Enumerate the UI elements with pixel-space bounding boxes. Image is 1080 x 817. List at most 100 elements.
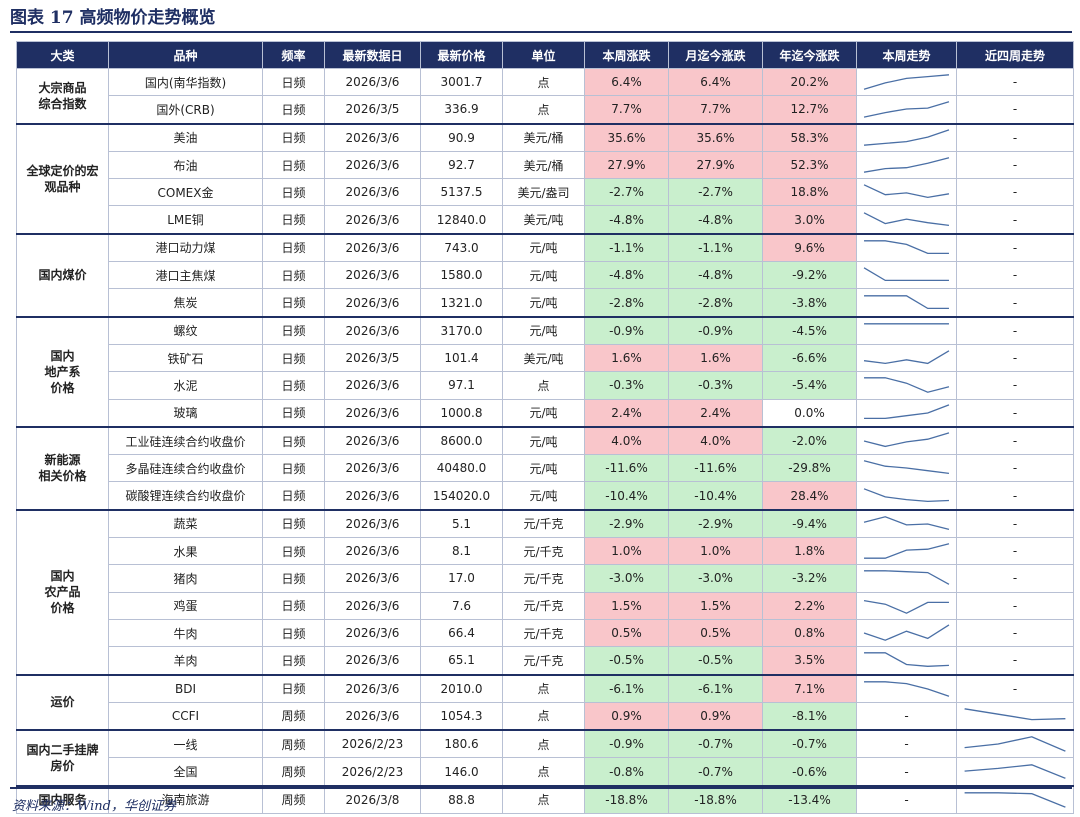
week-trend-cell [856, 481, 957, 511]
unit-cell: 点 [502, 673, 585, 703]
price-cell: 1580.0 [420, 261, 503, 290]
four-week-trend-cell: - [956, 371, 1074, 400]
sparkline-path [863, 624, 950, 641]
date-cell: 2026/3/6 [324, 315, 421, 345]
category-cell: 全球定价的宏 观品种 [16, 122, 109, 235]
frequency-cell: 日频 [262, 371, 325, 400]
week-change-cell: -0.9% [584, 315, 669, 345]
month-change-cell: -10.4% [668, 481, 763, 511]
frequency-cell: 日频 [262, 591, 325, 620]
price-cell: 1000.8 [420, 398, 503, 428]
price-cell: 743.0 [420, 232, 503, 263]
ytd-change-cell: 7.1% [762, 673, 857, 703]
four-week-trend-cell: - [956, 343, 1074, 373]
frequency-cell: 日频 [262, 150, 325, 180]
frequency-cell: 日频 [262, 95, 325, 125]
header-month-change: 月迄今涨跌 [668, 41, 763, 69]
week-trend-cell [856, 537, 957, 566]
week-trend-cell [856, 398, 957, 428]
ytd-change-cell: -0.6% [762, 757, 857, 787]
sparkline [863, 267, 949, 282]
table-row: 玻璃 日频 2026/3/6 1000.8 元/吨 2.4% 2.4% 0.0% - [17, 398, 1074, 428]
month-change-cell: -18.8% [668, 784, 763, 815]
four-week-trend-cell: - [956, 454, 1074, 483]
date-cell: 2026/3/6 [324, 122, 421, 152]
week-change-cell: 6.4% [584, 67, 669, 97]
ytd-change-cell: -3.8% [762, 288, 857, 318]
header-week-trend: 本周走势 [856, 41, 957, 69]
frequency-cell: 日频 [262, 67, 325, 97]
table-row: 布油 日频 2026/3/6 92.7 美元/桶 27.9% 27.9% 52.3% - [17, 150, 1074, 180]
ytd-change-cell: 52.3% [762, 150, 857, 180]
week-trend-cell: - [856, 784, 957, 815]
four-week-trend-cell: - [956, 232, 1074, 263]
ytd-change-cell: -3.2% [762, 564, 857, 593]
week-trend-cell [856, 288, 957, 318]
four-week-trend-cell: - [956, 67, 1074, 97]
frequency-cell: 日频 [262, 343, 325, 373]
sparkline [864, 240, 949, 254]
table-row: 水果 日频 2026/3/6 8.1 元/千克 1.0% 1.0% 1.8% - [17, 537, 1074, 566]
week-trend-cell: - [856, 729, 957, 759]
four-week-trend-cell: - [956, 508, 1074, 539]
week-change-cell: 35.6% [584, 122, 669, 152]
sparkline [864, 403, 950, 419]
week-change-cell: -0.9% [584, 729, 669, 759]
ytd-change-cell: 12.7% [762, 95, 857, 125]
sparkline [864, 294, 949, 309]
ytd-change-cell: 9.6% [762, 232, 857, 263]
frequency-cell: 日频 [262, 618, 325, 648]
price-cell: 5137.5 [420, 178, 503, 207]
frequency-cell: 日频 [262, 205, 325, 235]
item-cell: COMEX金 [108, 178, 263, 207]
month-change-cell: -11.6% [668, 454, 763, 483]
four-week-trend-cell [956, 757, 1074, 787]
table-row: 铁矿石 日频 2026/3/5 101.4 美元/吨 1.6% 1.6% -6.6% - [17, 343, 1074, 373]
date-cell: 2026/3/6 [324, 701, 421, 731]
item-cell: 焦炭 [108, 288, 263, 318]
date-cell: 2026/3/6 [324, 232, 421, 263]
category-cell: 大宗商品 综合指数 [16, 67, 109, 125]
price-cell: 65.1 [420, 646, 503, 676]
week-change-cell: -2.8% [584, 288, 669, 318]
date-cell: 2026/3/6 [324, 178, 421, 207]
sparkline [863, 157, 950, 173]
price-cell: 12840.0 [420, 205, 503, 235]
ytd-change-cell: -0.7% [762, 729, 857, 759]
ytd-change-cell: 1.8% [762, 537, 857, 566]
header-unit: 单位 [502, 41, 585, 69]
week-change-cell: 1.0% [584, 537, 669, 566]
table-row: COMEX金 日频 2026/3/6 5137.5 美元/盎司 -2.7% -2.7% 18.… [17, 178, 1074, 207]
table-row: 多晶硅连续合约收盘价 日频 2026/3/6 40480.0 元/吨 -11.6% -11.… [17, 454, 1074, 483]
sparkline-path [864, 240, 949, 254]
unit-cell: 元/千克 [502, 618, 585, 648]
header-category: 大类 [16, 41, 109, 69]
sparkline-path [863, 184, 950, 199]
sparkline-path [863, 599, 949, 614]
item-cell: 猪肉 [108, 564, 263, 593]
item-cell: 美油 [108, 122, 263, 152]
month-change-cell: 27.9% [668, 150, 763, 180]
month-change-cell: 1.5% [668, 591, 763, 620]
unit-cell: 点 [502, 95, 585, 125]
sparkline-path [964, 792, 1066, 808]
sparkline [863, 599, 949, 614]
week-trend-cell [856, 425, 957, 456]
sparkline [863, 516, 950, 530]
unit-cell: 元/吨 [502, 315, 585, 345]
ytd-change-cell: 20.2% [762, 67, 857, 97]
price-cell: 92.7 [420, 150, 503, 180]
unit-cell: 元/吨 [502, 398, 585, 428]
frequency-cell: 日频 [262, 481, 325, 511]
four-week-trend-cell: - [956, 122, 1074, 152]
month-change-cell: -0.7% [668, 729, 763, 759]
week-change-cell: 1.5% [584, 591, 669, 620]
ytd-change-cell: 3.0% [762, 205, 857, 235]
date-cell: 2026/3/6 [324, 673, 421, 703]
sparkline [863, 350, 950, 365]
ytd-change-cell: -13.4% [762, 784, 857, 815]
table-row: 猪肉 日频 2026/3/6 17.0 元/千克 -3.0% -3.0% -3.2% - [17, 564, 1074, 593]
ytd-change-cell: -8.1% [762, 701, 857, 731]
sparkline-path [964, 736, 1066, 753]
source-note: 资料来源：Wind，华创证券 [12, 799, 176, 814]
